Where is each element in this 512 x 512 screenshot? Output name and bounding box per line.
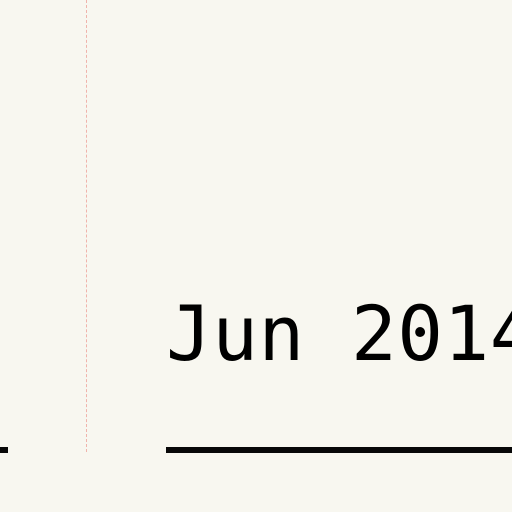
left-timeline-rule [0,447,8,453]
timeline-rule [166,447,512,453]
date-label: Jun 2014 [166,289,512,378]
dashed-guide-line [86,0,87,452]
